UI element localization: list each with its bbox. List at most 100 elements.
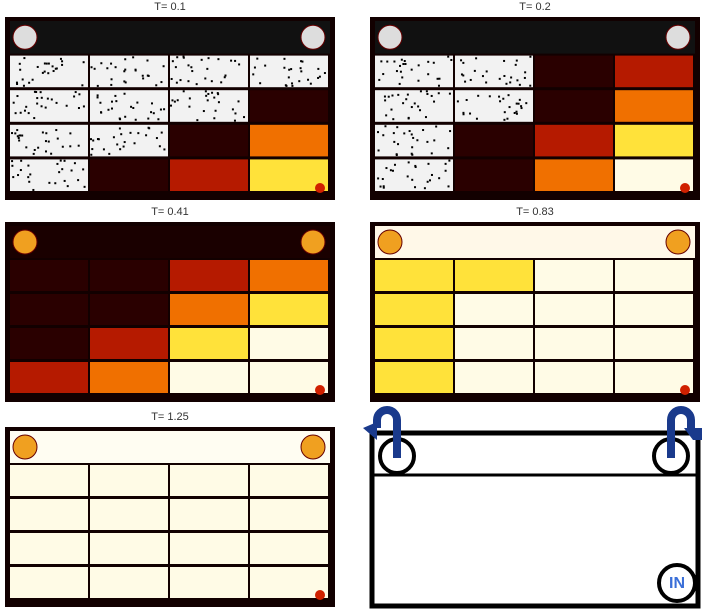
speckle [36, 103, 38, 105]
speckle [203, 110, 205, 112]
speckle [498, 96, 500, 98]
speckle [380, 186, 382, 188]
speckle [516, 103, 518, 105]
speckle [291, 85, 293, 87]
cell [615, 328, 693, 359]
panel-label: T= 1.25 [151, 411, 189, 423]
speckle [396, 70, 398, 72]
cell [90, 294, 168, 325]
speckle [18, 139, 20, 141]
cell [455, 328, 533, 359]
speckle [190, 66, 192, 68]
speckle [196, 83, 198, 85]
cell [615, 260, 693, 291]
speckle [426, 141, 428, 143]
header-strip [10, 226, 330, 258]
speckle [319, 76, 321, 78]
speckle [78, 107, 80, 109]
cell [375, 362, 453, 393]
cell [375, 125, 453, 157]
cell [250, 465, 328, 496]
speckle [224, 76, 226, 78]
panel-label: T= 0.41 [151, 206, 189, 218]
port [13, 230, 37, 254]
speckle [516, 60, 518, 62]
speckle [177, 99, 179, 101]
speckle [382, 134, 384, 136]
speckle [503, 60, 505, 62]
speckle [147, 118, 149, 120]
cell [170, 56, 248, 88]
speckle [28, 181, 30, 183]
speckle [170, 105, 172, 107]
cell [170, 533, 248, 564]
speckle [28, 112, 30, 114]
speckle [499, 100, 501, 102]
speckle [445, 170, 447, 172]
speckle [404, 60, 406, 62]
cell [535, 294, 613, 325]
speckle [91, 66, 93, 68]
speckle [56, 67, 58, 69]
cell [90, 567, 168, 598]
speckle [477, 95, 479, 97]
speckle [56, 163, 58, 165]
cell [170, 465, 248, 496]
cell [615, 294, 693, 325]
speckle [75, 91, 77, 93]
speckle [71, 169, 73, 171]
speckle [283, 58, 285, 60]
speckle [505, 83, 507, 85]
speckle [97, 85, 99, 87]
speckle [384, 96, 386, 98]
cell [375, 328, 453, 359]
speckle [13, 102, 15, 104]
speckle [390, 169, 392, 171]
cell [375, 90, 453, 122]
cell [10, 567, 88, 598]
thermal-panel: T= 0.41 [5, 206, 335, 402]
cell [375, 260, 453, 291]
cell [535, 362, 613, 393]
cell [170, 159, 248, 191]
speckle [41, 97, 43, 99]
speckle [51, 98, 53, 100]
speckle [78, 145, 80, 147]
speckle [106, 67, 108, 69]
speckle [422, 129, 424, 131]
cell [170, 260, 248, 291]
speckle [438, 92, 440, 94]
speckle [520, 105, 522, 107]
speckle [377, 177, 379, 179]
speckle [464, 81, 466, 83]
speckle [17, 135, 19, 137]
speckle [171, 78, 173, 80]
cell [10, 159, 88, 191]
speckle [238, 63, 240, 65]
cell [170, 567, 248, 598]
speckle [399, 65, 401, 67]
speckle [232, 108, 234, 110]
speckle [90, 138, 92, 140]
speckle [123, 146, 125, 148]
speckle [411, 179, 413, 181]
speckle [33, 117, 35, 119]
speckle [403, 132, 405, 134]
speckle [64, 160, 66, 162]
speckle [83, 105, 85, 107]
diagram-frame [372, 433, 698, 606]
speckle [137, 132, 139, 134]
speckle [405, 98, 407, 100]
speckle [417, 80, 419, 82]
speckle [515, 64, 517, 66]
speckle [125, 81, 127, 83]
speckle [402, 63, 404, 65]
speckle [24, 110, 26, 112]
speckle [32, 79, 34, 81]
speckle [301, 61, 303, 63]
thermal-panel: T= 0.1 [5, 1, 335, 200]
inlet-port [680, 183, 690, 193]
cell [535, 260, 613, 291]
cell [90, 125, 168, 157]
speckle [516, 113, 518, 115]
